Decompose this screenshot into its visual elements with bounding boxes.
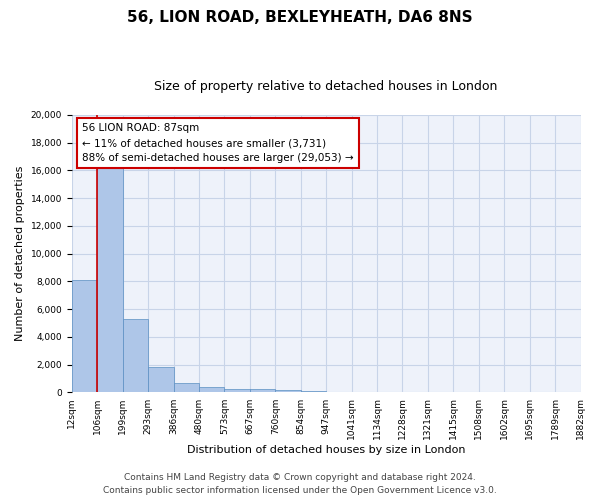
Text: Contains HM Land Registry data © Crown copyright and database right 2024.
Contai: Contains HM Land Registry data © Crown c… <box>103 474 497 495</box>
Title: Size of property relative to detached houses in London: Size of property relative to detached ho… <box>154 80 498 93</box>
Bar <box>97 162 122 392</box>
Bar <box>199 387 224 392</box>
Bar <box>122 319 148 392</box>
Bar <box>275 390 301 392</box>
Bar <box>250 390 275 392</box>
Bar <box>301 391 326 392</box>
Bar <box>224 388 250 392</box>
Text: 56 LION ROAD: 87sqm
← 11% of detached houses are smaller (3,731)
88% of semi-det: 56 LION ROAD: 87sqm ← 11% of detached ho… <box>82 124 353 163</box>
Text: 56, LION ROAD, BEXLEYHEATH, DA6 8NS: 56, LION ROAD, BEXLEYHEATH, DA6 8NS <box>127 10 473 25</box>
Bar <box>148 367 173 392</box>
Bar <box>173 382 199 392</box>
Y-axis label: Number of detached properties: Number of detached properties <box>15 166 25 342</box>
X-axis label: Distribution of detached houses by size in London: Distribution of detached houses by size … <box>187 445 466 455</box>
Bar <box>72 280 97 392</box>
